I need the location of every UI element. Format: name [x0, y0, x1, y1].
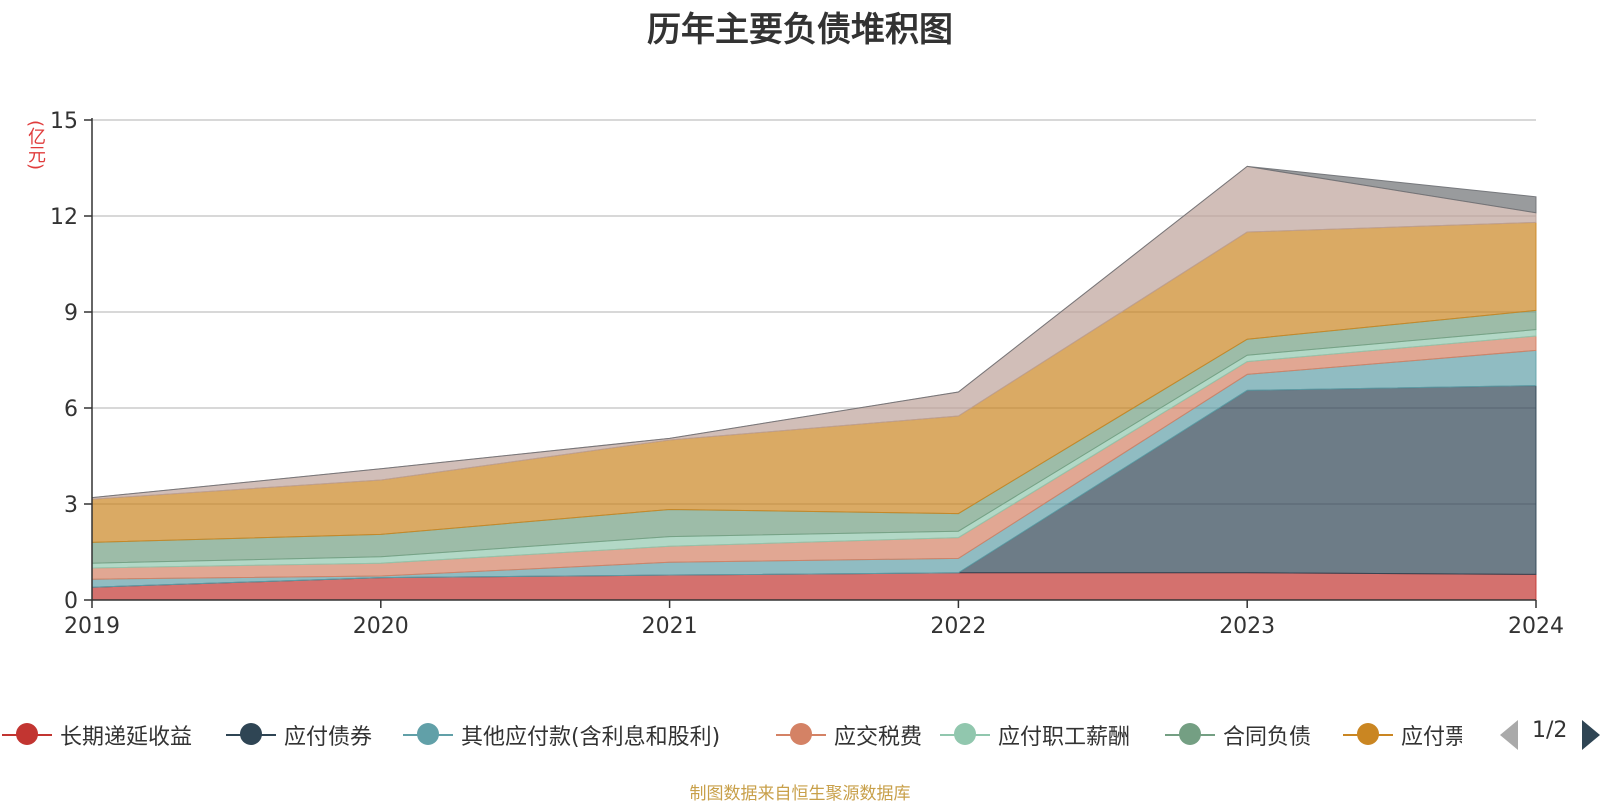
legend-label: 其他应付款(含利息和股利) [461, 725, 721, 750]
y-tick-label: 12 [50, 205, 78, 230]
y-tick-label: 0 [64, 589, 78, 614]
x-tick-label: 2023 [1219, 614, 1275, 639]
legend-item[interactable]: 应付票据 [1343, 718, 1462, 752]
x-tick-label: 2019 [64, 614, 120, 639]
x-tick-label: 2024 [1508, 614, 1564, 639]
legend-item[interactable]: 应付职工薪酬 [940, 718, 1130, 752]
x-tick-label: 2022 [930, 614, 986, 639]
legend-marker-icon [940, 722, 990, 748]
legend-item[interactable]: 长期递延收益 [2, 718, 192, 752]
legend-page-indicator: 1/2 [1532, 718, 1568, 743]
legend-item[interactable]: 合同负债 [1165, 718, 1311, 752]
legend-marker-icon [1343, 722, 1393, 748]
legend-item[interactable]: 应付债券 [226, 718, 372, 752]
chart-plot-area: 0 3 6 9 12 15 2019 2020 2021 2022 2023 2024 [50, 109, 1564, 639]
y-tick-label: 9 [64, 301, 78, 326]
data-source-note: 制图数据来自恒生聚源数据库 [689, 784, 911, 804]
legend-next-page-button[interactable] [1582, 720, 1600, 750]
legend-marker-icon [226, 722, 276, 748]
legend-items-viewport: 长期递延收益 应付债券 其他应付款(含利息和股利) 应交税费 应付职工薪酬 合同负债 应付票… [0, 718, 1462, 752]
legend-label: 应付票据 [1401, 725, 1462, 750]
legend: 长期递延收益 应付债券 其他应付款(含利息和股利) 应交税费 应付职工薪酬 合同负债 应付票… [0, 718, 1600, 752]
legend-label: 合同负债 [1223, 725, 1312, 750]
y-tick-label: 15 [50, 109, 78, 134]
y-tick-label: 6 [64, 397, 78, 422]
area-series-8[interactable] [91, 165, 1537, 499]
legend-label: 应付债券 [284, 725, 373, 750]
y-tick-label: 3 [64, 493, 78, 518]
x-tick-label: 2021 [642, 614, 698, 639]
legend-item[interactable]: 其他应付款(含利息和股利) [403, 718, 720, 752]
y-axis-unit-label: (亿元) [25, 120, 46, 171]
legend-label: 应付职工薪酬 [998, 725, 1131, 750]
legend-prev-page-button[interactable] [1500, 720, 1518, 750]
legend-label: 长期递延收益 [60, 725, 193, 750]
legend-marker-icon [403, 722, 453, 748]
legend-marker-icon [1165, 722, 1215, 748]
legend-label: 应交税费 [834, 725, 923, 750]
chart-title: 历年主要负债堆积图 [647, 10, 953, 50]
legend-marker-icon [2, 722, 52, 748]
legend-marker-icon [776, 722, 826, 748]
legend-item[interactable]: 应交税费 [776, 718, 922, 752]
x-tick-label: 2020 [353, 614, 409, 639]
